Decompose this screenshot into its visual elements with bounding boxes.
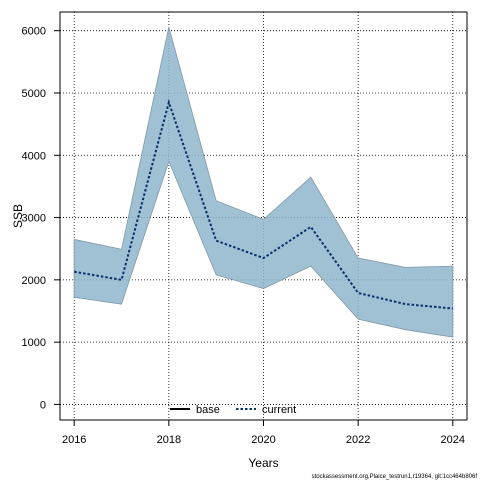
x-tick-label: 2016 — [62, 434, 86, 446]
y-tick-label: 5000 — [22, 88, 46, 100]
legend: base current — [170, 404, 296, 416]
x-tick-label: 2022 — [346, 434, 370, 446]
y-axis: 0 1000 2000 3000 4000 5000 6000 — [22, 26, 60, 411]
y-tick-label: 1000 — [22, 337, 46, 349]
legend-label-current: current — [262, 404, 296, 416]
y-tick-label: 0 — [40, 399, 46, 411]
grid-lines — [60, 12, 467, 420]
y-axis-label: SSB — [11, 204, 25, 228]
x-tick-label: 2024 — [441, 434, 465, 446]
legend-label-base: base — [196, 404, 220, 416]
x-axis: 2016 2018 2020 2022 2024 — [62, 420, 465, 446]
series-lines-layer — [74, 98, 453, 310]
x-tick-label: 2020 — [251, 434, 275, 446]
y-tick-label: 6000 — [22, 26, 46, 38]
series-line-current — [74, 98, 453, 310]
confidence-band — [73, 26, 454, 338]
y-tick-label: 2000 — [22, 275, 46, 287]
y-tick-label: 3000 — [22, 213, 46, 225]
y-tick-label: 4000 — [22, 150, 46, 162]
footer-caption: stockassessment.org,Plaice_testrun1,r193… — [312, 474, 478, 480]
x-axis-label: Years — [248, 456, 278, 470]
x-tick-label: 2018 — [157, 434, 181, 446]
confidence-band-layer — [73, 26, 454, 338]
